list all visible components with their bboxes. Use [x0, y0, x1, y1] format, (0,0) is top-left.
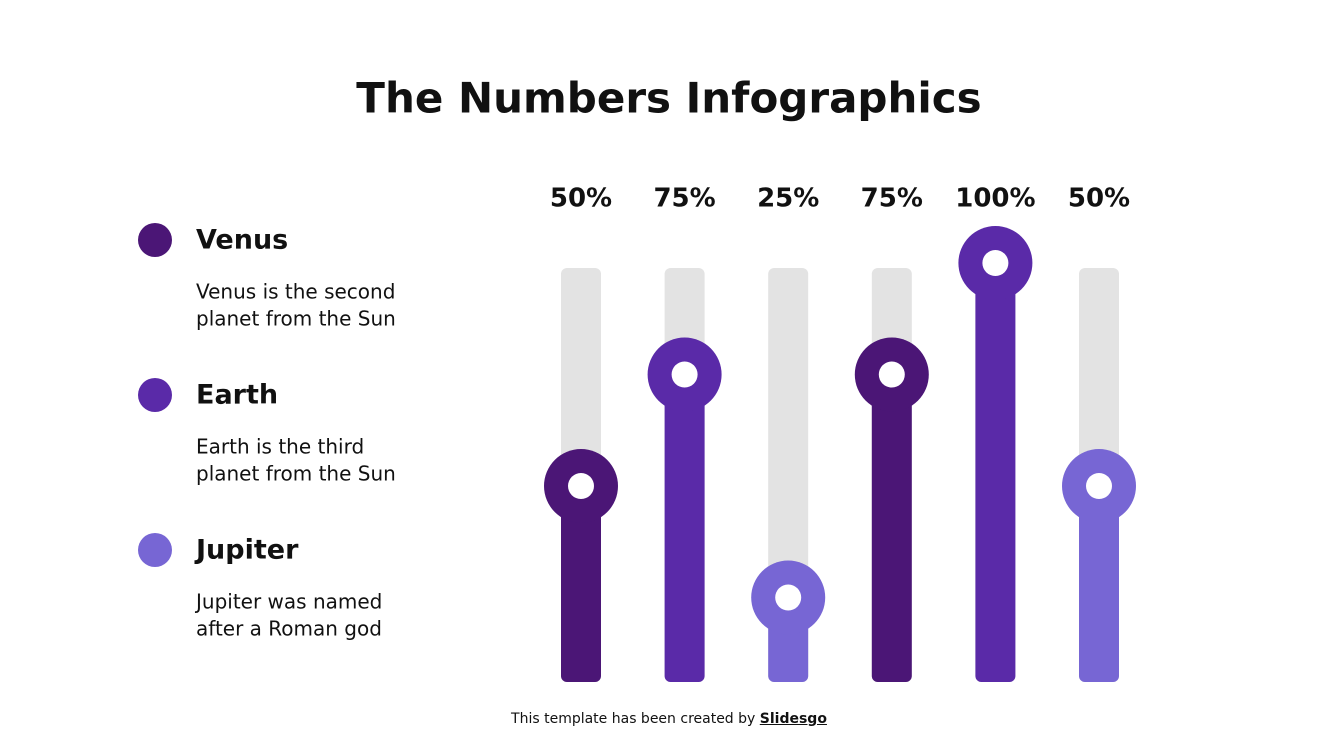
knob-hole: [671, 361, 698, 388]
value-label: 75%: [653, 184, 715, 214]
footer-link[interactable]: Slidesgo: [759, 711, 827, 727]
value-label: 100%: [955, 184, 1035, 214]
value-label: 25%: [757, 184, 819, 214]
legend-description: after a Roman god: [196, 617, 382, 641]
value-label: 75%: [861, 184, 923, 214]
chart-title: The Numbers Infographics: [356, 74, 981, 123]
legend-name: Venus: [196, 225, 288, 256]
bar: [975, 263, 1016, 682]
bar: [1079, 486, 1119, 682]
footer: This template has been created by Slides…: [0, 711, 1338, 727]
knob-hole: [1086, 473, 1112, 499]
knob-hole: [568, 473, 594, 499]
knob-hole: [775, 584, 802, 611]
bar: [871, 374, 912, 682]
legend-swatch: [138, 378, 172, 412]
legend-swatch: [138, 223, 172, 257]
bar: [561, 486, 601, 682]
legend-description: planet from the Sun: [196, 307, 396, 331]
knob-hole: [982, 250, 1009, 276]
value-label: 50%: [550, 184, 612, 214]
legend-description: Venus is the second: [196, 280, 395, 304]
legend-description: Earth is the third: [196, 435, 364, 459]
bar: [664, 374, 705, 682]
legend-description: Jupiter was named: [194, 590, 382, 614]
legend-name: Earth: [196, 380, 278, 411]
legend-swatch: [138, 533, 172, 567]
legend-description: planet from the Sun: [196, 462, 396, 486]
footer-text: This template has been created by: [511, 711, 760, 727]
knob-hole: [878, 361, 905, 388]
legend-name: Jupiter: [194, 535, 299, 566]
value-label: 50%: [1068, 184, 1130, 214]
